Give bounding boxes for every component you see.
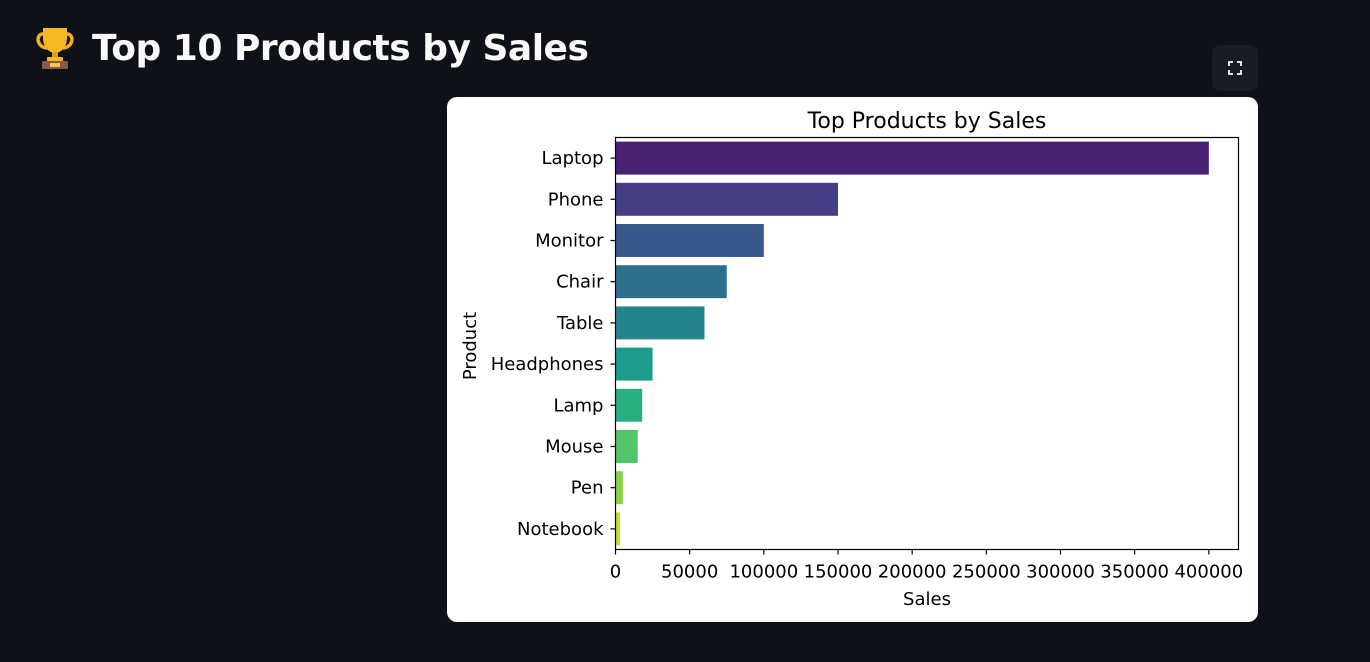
y-tick-label: Laptop — [542, 148, 604, 169]
plot-frame — [614, 136, 1240, 551]
y-tick-label: Chair — [556, 272, 604, 293]
y-tick-label: Headphones — [491, 354, 604, 375]
y-tick-label: Phone — [548, 189, 604, 210]
y-tick-label: Pen — [571, 478, 604, 499]
x-tick-label: 250000 — [952, 562, 1021, 583]
bar-chart: Top Products by Sales Laptop Phone Monitor… — [460, 109, 1243, 610]
chart-title: Top Products by Sales — [807, 109, 1047, 134]
x-tick-label: 50000 — [661, 562, 718, 583]
bar-notebook — [615, 512, 620, 546]
x-tick-label: 300000 — [1026, 562, 1095, 583]
bar-lamp — [615, 388, 643, 422]
bar-chair — [615, 265, 727, 299]
x-tick-label: 200000 — [878, 562, 947, 583]
bar-pen — [615, 471, 623, 505]
bar-headphones — [615, 347, 653, 381]
y-axis-label: Product — [460, 312, 481, 380]
trophy-icon — [36, 28, 74, 69]
fullscreen-icon — [1228, 61, 1242, 75]
x-tick-label: 0 — [610, 562, 621, 583]
y-tick-label: Table — [556, 313, 604, 334]
chart-card: Top Products by Sales Laptop Phone Monitor… — [447, 97, 1258, 622]
y-tick-label: Lamp — [553, 395, 603, 416]
page-heading: Top 10 Products by Sales — [36, 22, 589, 74]
bar-monitor — [615, 224, 764, 257]
y-tick-label: Mouse — [545, 437, 603, 458]
bar-laptop — [615, 141, 1209, 175]
bar-table — [615, 306, 705, 340]
bar-mouse — [615, 430, 638, 463]
x-axis-label: Sales — [903, 589, 951, 610]
bar-phone — [615, 182, 838, 216]
x-tick-label: 100000 — [729, 562, 798, 583]
x-tick-label: 350000 — [1100, 562, 1169, 583]
x-tick-label: 150000 — [804, 562, 873, 583]
x-tick-label: 400000 — [1174, 562, 1243, 583]
page-title: Top 10 Products by Sales — [92, 27, 589, 69]
y-tick-label: Notebook — [517, 519, 604, 540]
fullscreen-button[interactable] — [1212, 45, 1258, 91]
y-tick-label: Monitor — [535, 231, 604, 252]
